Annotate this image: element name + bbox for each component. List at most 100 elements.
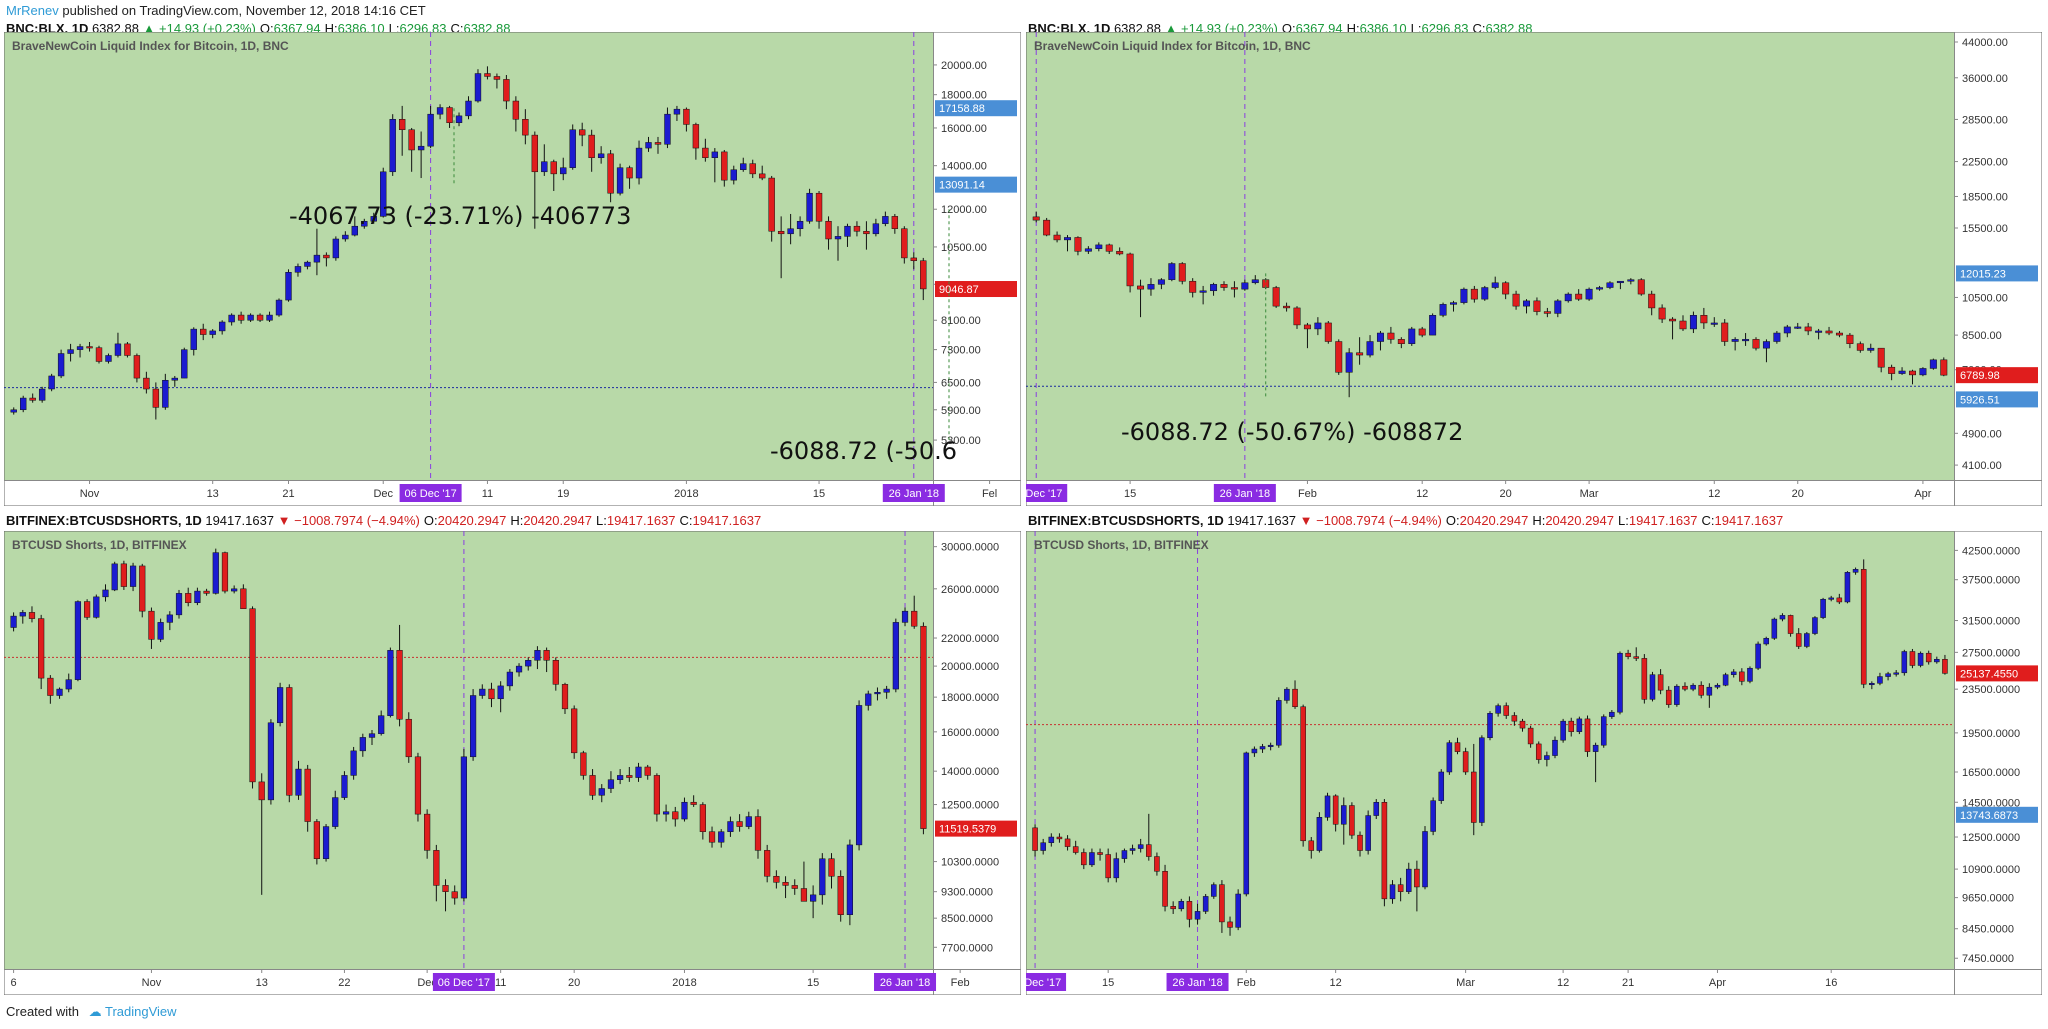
y-tick-label: 23500.0000 [1962,684,2020,696]
candle [171,377,178,381]
high-label: H: [1532,513,1546,528]
chart-svg: 44000.00 36000.00 28500.00 22500.00 18500.00… [1026,32,2042,506]
symbol-header[interactable]: BITFINEX:BTCUSDSHORTS, 1D 19417.1637 ▼ −… [1028,513,1783,531]
chart-panel[interactable]: 20000.00 18000.00 16000.00 14000.00 12000.00… [4,32,1021,506]
y-tick-label: 18500.00 [1962,191,2008,203]
candle [911,610,918,627]
candle [465,100,472,117]
x-tick-label: 19 [557,488,569,500]
x-tick-label: 16 [1825,977,1837,989]
candle [275,299,283,316]
candle [1105,854,1111,879]
y-tick-label: 9650.0000 [1962,893,2014,905]
candle [1043,219,1051,236]
x-tick-label: Dec [417,977,437,989]
candle [607,779,615,789]
candle [1706,686,1713,696]
candle [1730,671,1737,675]
candle [874,692,881,695]
candle [341,775,348,798]
candle [1074,237,1082,252]
candle [1105,244,1113,252]
date-badge [882,484,945,502]
candle [579,129,586,136]
candle [1592,744,1599,752]
candle [1721,322,1729,342]
candle [1747,667,1753,682]
candle [1495,705,1501,714]
candle [1376,332,1384,342]
candle [20,397,27,411]
candle [162,379,169,408]
candle [865,693,872,706]
candle [1846,334,1854,344]
tradingview-logo[interactable]: ☁ TradingView [88,1004,177,1019]
y-tick-label: 22000.0000 [941,633,999,645]
candle [1397,884,1404,892]
candle [1429,315,1437,336]
candle [561,684,569,710]
chart-title: BraveNewCoin Liquid Index for Bitcoin, 1… [12,39,289,53]
candle [1345,352,1353,373]
candle [380,171,387,217]
candle [1617,652,1623,713]
candle [1820,598,1826,618]
date-badge-label: 26 Jan '18 [880,977,930,989]
x-tick-label: 15 [807,977,819,989]
y-tick-label: 30000.0000 [941,542,999,554]
candle [1137,844,1144,849]
candle [361,220,368,227]
open-value: 20420.2947 [1459,513,1529,528]
candle [1293,307,1301,326]
symbol-header[interactable]: BITFINEX:BTCUSDSHORTS, 1D 19417.1637 ▼ −… [6,513,761,531]
candle [882,216,889,224]
price-label: 5926.51 [1960,394,2000,406]
candle [617,775,624,780]
y-tick-label: 16000.00 [941,123,987,135]
candle [322,826,330,859]
candle [455,115,463,123]
candle [543,650,550,661]
candle [872,223,880,235]
y-tick-label: 20000.00 [941,60,987,72]
candle [1616,280,1624,284]
y-tick-label: 12500.0000 [941,800,999,812]
author-link[interactable]: MrRenev [6,3,59,18]
candle [1690,684,1696,690]
chart-panel[interactable]: 30000.0000 26000.0000 22000.0000 20000.0000… [4,531,1021,995]
chart-panel[interactable]: 42500.0000 37500.0000 31500.0000 27500.0000… [1026,531,2042,995]
candle [644,766,651,776]
candle [368,733,376,738]
candle [1898,370,1906,374]
candle [1527,727,1534,745]
candle [427,113,434,147]
y-tick-label: 15500.00 [1962,223,2008,235]
price-label: 17158.88 [939,103,985,115]
candle [148,610,155,640]
candle [855,705,863,846]
candle [901,610,909,623]
candle [74,601,82,680]
date-badge [432,973,495,991]
candle [129,565,137,587]
candle [469,695,477,758]
candle [433,850,440,886]
candle [626,775,633,778]
candle [1470,288,1478,300]
candle [1893,672,1899,675]
open-label: O: [423,513,438,528]
candle [1202,896,1209,912]
candle [1710,322,1718,325]
candle [237,314,245,321]
candle [690,801,697,805]
candle [1462,751,1469,773]
y-tick-label: 10900.0000 [1962,864,2020,876]
candle [378,715,385,734]
candle [1940,359,1948,376]
candle [626,167,633,179]
chart-panel[interactable]: 44000.00 36000.00 28500.00 22500.00 18500.00… [1026,32,2042,506]
candle [84,601,91,618]
price-label: 12015.23 [1960,268,2006,280]
candle [285,272,292,301]
candle [194,590,201,603]
